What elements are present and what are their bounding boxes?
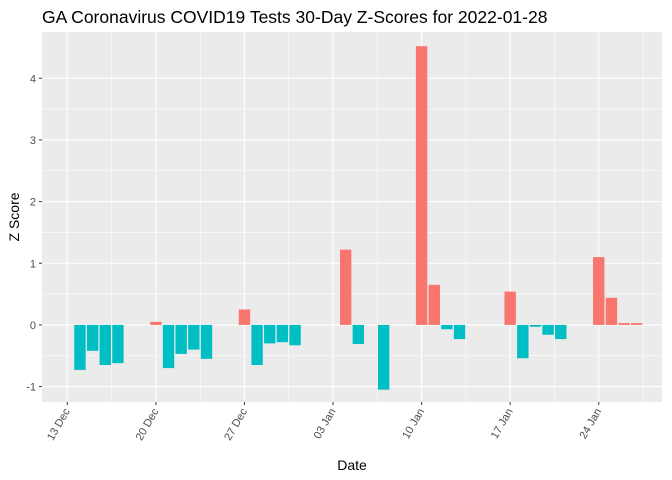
x-tick-label: 24 Jan	[577, 407, 604, 442]
bar	[251, 324, 263, 365]
x-tick-label: 27 Dec	[222, 406, 250, 443]
y-axis-ticks: -1 0 1 2 3 4	[26, 73, 42, 394]
bar	[86, 324, 99, 351]
bar	[377, 324, 390, 390]
bar	[428, 284, 440, 325]
bar	[415, 46, 428, 325]
chart-title: GA Coronavirus COVID19 Tests 30-Day Z-Sc…	[42, 7, 547, 27]
bar	[188, 324, 200, 350]
bar	[112, 324, 124, 364]
bars	[74, 46, 643, 390]
bar	[200, 324, 213, 359]
x-tick-label: 17 Jan	[489, 407, 516, 442]
bar	[504, 291, 516, 325]
y-tick-label: -1	[26, 382, 36, 394]
y-tick-label: 1	[30, 258, 36, 270]
bar	[605, 297, 618, 325]
x-tick-label: 10 Jan	[400, 407, 427, 442]
bar	[593, 257, 605, 325]
bar	[175, 324, 187, 354]
bar	[631, 323, 643, 325]
x-tick-label: 13 Dec	[45, 406, 73, 443]
bar	[289, 324, 301, 346]
bar	[150, 321, 162, 325]
plot-panel	[42, 32, 662, 402]
bar	[555, 324, 567, 340]
y-tick-label: 3	[30, 135, 36, 147]
bar	[339, 249, 352, 325]
x-axis-title: Date	[337, 457, 367, 473]
bar	[517, 324, 529, 359]
x-tick-label: 03 Jan	[312, 407, 339, 442]
bar	[162, 324, 175, 369]
bar	[276, 324, 289, 343]
y-tick-label: 4	[30, 73, 36, 85]
bar	[74, 324, 86, 370]
grid-lines	[42, 32, 662, 402]
x-tick-label: 20 Dec	[134, 406, 162, 443]
bar	[542, 324, 554, 335]
bar	[264, 324, 276, 344]
y-tick-label: 2	[30, 197, 36, 209]
bar	[453, 324, 466, 340]
x-axis-ticks: 13 Dec 20 Dec 27 Dec 03 Jan 10 Jan 17 Jan 24 J…	[45, 402, 604, 443]
bar	[529, 324, 542, 327]
y-tick-label: 0	[30, 320, 36, 332]
bar	[352, 324, 365, 345]
y-axis-title: Z Score	[6, 192, 22, 241]
bar	[238, 309, 251, 325]
bar	[618, 323, 630, 325]
bar	[99, 324, 111, 365]
bar	[441, 324, 453, 330]
